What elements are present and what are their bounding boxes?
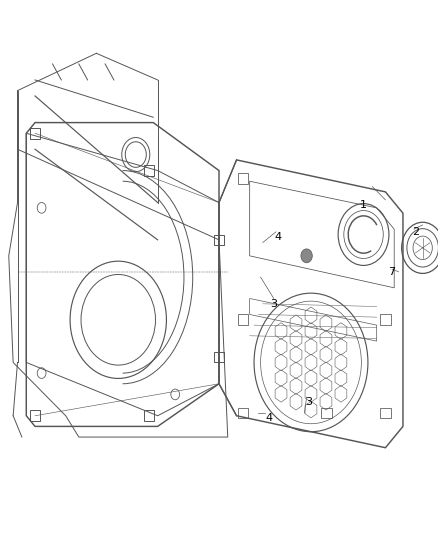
Text: 7: 7 (389, 267, 396, 277)
Circle shape (301, 249, 312, 263)
Text: 4: 4 (275, 232, 282, 242)
Text: 4: 4 (266, 414, 273, 423)
Text: 2: 2 (413, 227, 420, 237)
Text: 1: 1 (360, 200, 367, 210)
Text: 3: 3 (270, 299, 277, 309)
Text: 3: 3 (305, 398, 312, 407)
